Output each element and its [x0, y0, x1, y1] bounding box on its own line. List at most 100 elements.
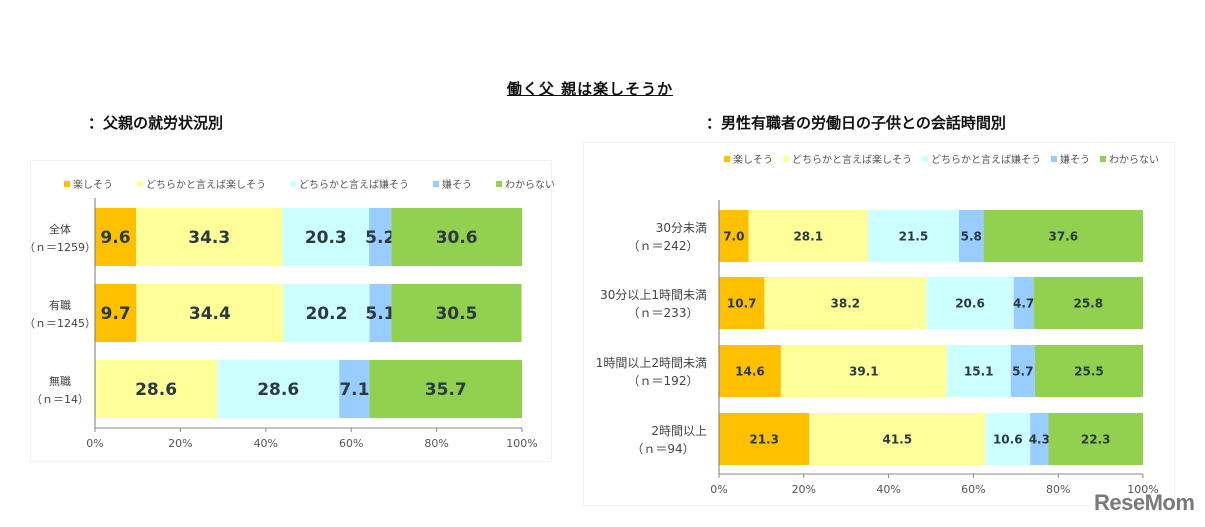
legend-item: 楽しそう [64, 176, 113, 191]
category-n-label: （ｎ＝1259） [24, 241, 96, 254]
legend-label: どちらかと言えば楽しそう [792, 155, 912, 166]
bar-segment [719, 277, 765, 329]
bar-segment [926, 277, 1014, 329]
legend-swatch [783, 155, 789, 162]
category-label: 1時間以上2時間未満 [596, 356, 707, 370]
bar-segment [985, 413, 1031, 465]
legend-swatch [496, 180, 502, 187]
bar-segment [282, 208, 370, 266]
bar-segment [369, 284, 392, 342]
data-label: 34.3 [188, 228, 230, 248]
legend-label: どちらかと言えば楽しそう [146, 180, 266, 191]
category-label: 30分以上1時間未満 [600, 288, 707, 302]
bar-segment [780, 345, 947, 397]
main-title: 働く父 親は楽しそうか [506, 80, 674, 98]
bar-segment [809, 413, 986, 465]
data-label: 5.8 [961, 229, 982, 243]
category-n-label: （ｎ＝94） [631, 442, 694, 456]
data-label: 5.2 [365, 228, 395, 248]
legend-item: どちらかと言えば嫌そう [290, 176, 409, 191]
bar-segment [391, 284, 522, 342]
legend-label: 楽しそう [733, 155, 773, 166]
left-chart-legend: 楽しそう どちらかと言えば楽しそう どちらかと言えば嫌そう 嫌そう わからない [64, 176, 555, 191]
legend-swatch [1051, 155, 1057, 162]
legend-item: わからない [1100, 151, 1159, 166]
bar-segment [369, 360, 522, 418]
data-label: 41.5 [882, 432, 912, 446]
legend-item: どちらかと言えば楽しそう [783, 151, 912, 166]
legend-swatch [137, 180, 143, 187]
bar-segment [136, 284, 284, 342]
legend-label: わからない [1109, 155, 1159, 166]
legend-swatch [64, 180, 70, 187]
right-chart-frame [583, 142, 1175, 506]
bar-segment [946, 345, 1011, 397]
category-n-label: （ｎ＝192） [628, 374, 699, 388]
data-label: 5.7 [1012, 364, 1033, 378]
legend-item: 嫌そう [433, 176, 472, 191]
data-label: 38.2 [831, 296, 861, 310]
data-label: 15.1 [964, 364, 994, 378]
x-tick-label: 40% [876, 483, 900, 496]
legend-swatch [724, 155, 730, 162]
legend-item: 楽しそう [724, 151, 773, 166]
data-label: 22.3 [1081, 432, 1111, 446]
data-label: 28.6 [257, 380, 299, 400]
bar-segment [135, 208, 283, 266]
legend-label: 嫌そう [1060, 155, 1090, 166]
data-label: 20.3 [305, 228, 347, 248]
data-label: 14.6 [735, 364, 765, 378]
x-tick-label: 80% [1046, 483, 1070, 496]
legend-label: どちらかと言えば嫌そう [299, 180, 409, 191]
bar-segment [283, 284, 370, 342]
bar-segment [217, 360, 340, 418]
right-chart-title: ：男性有職者の労働日の子供との会話時間別 [706, 114, 1006, 132]
data-label: 37.6 [1048, 229, 1078, 243]
category-n-label: （ｎ＝233） [628, 306, 699, 320]
data-label: 9.6 [100, 228, 130, 248]
x-tick-label: 20% [792, 483, 816, 496]
bar-segment [719, 345, 781, 397]
category-label: 全体 [49, 222, 71, 236]
bar-segment [867, 210, 959, 262]
bar-segment [719, 413, 810, 465]
category-label: 30分未満 [656, 221, 707, 235]
data-label: 10.7 [727, 296, 757, 310]
legend-item: 嫌そう [1051, 151, 1090, 166]
right-chart-legend: 楽しそう どちらかと言えば楽しそう どちらかと言えば嫌そう 嫌そう わからない [724, 151, 1159, 166]
legend-swatch [433, 180, 439, 187]
data-label: 30.5 [435, 304, 477, 324]
legend-label: 嫌そう [442, 180, 472, 191]
x-tick-label: 60% [339, 437, 363, 450]
legend-item: どちらかと言えば楽しそう [137, 176, 266, 191]
bar-segment [369, 208, 392, 266]
bar-segment [391, 208, 522, 266]
bar-segment [983, 210, 1143, 262]
data-label: 5.1 [365, 304, 395, 324]
bar-segment [339, 360, 370, 418]
category-label: 有職 [49, 298, 71, 312]
x-tick-label: 20% [168, 437, 192, 450]
x-tick-label: 100% [1127, 483, 1158, 496]
data-label: 35.7 [425, 380, 467, 400]
legend-item: わからない [496, 176, 555, 191]
data-label: 21.3 [749, 432, 779, 446]
x-tick-label: 0% [710, 483, 727, 496]
legend-swatch [290, 180, 296, 187]
bar-segment [95, 284, 137, 342]
x-tick-label: 40% [254, 437, 278, 450]
legend-label: わからない [505, 180, 555, 191]
category-n-label: （ｎ＝1245） [24, 317, 96, 330]
data-label: 9.7 [101, 304, 131, 324]
data-label: 4.7 [1013, 296, 1034, 310]
left-chart-frame [30, 160, 552, 462]
legend-swatch [922, 155, 928, 162]
legend-swatch [1100, 155, 1106, 162]
resemom-logo: ReseMom [1094, 490, 1195, 515]
data-label: 20.2 [305, 304, 347, 324]
x-tick-label: 60% [961, 483, 985, 496]
data-label: 20.6 [955, 296, 985, 310]
bar-segment [748, 210, 868, 262]
